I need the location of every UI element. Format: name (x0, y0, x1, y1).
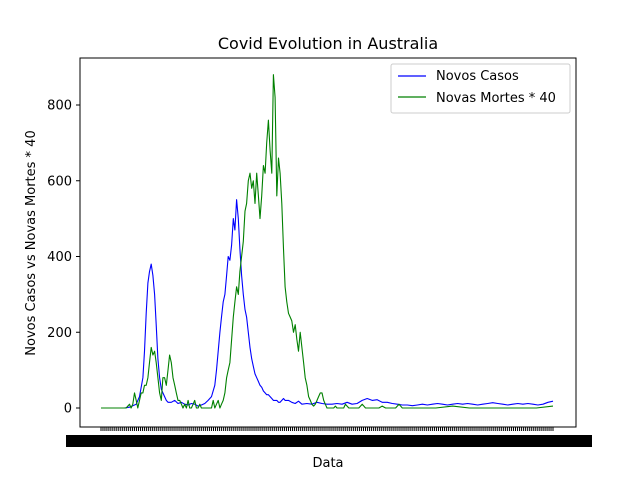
series-line-novas-mortes (101, 74, 554, 409)
y-tick-label: 200 (47, 326, 72, 341)
y-axis-label: Novos Casos vs Novas Mortes * 40 (24, 130, 39, 355)
x-ticks (100, 427, 554, 431)
y-tick-label: 800 (47, 99, 72, 114)
legend: Novos Casos Novas Mortes * 40 (390, 63, 571, 114)
legend-box (390, 63, 571, 114)
legend-label-novos-casos: Novos Casos (436, 69, 519, 84)
y-tick-label: 400 (47, 250, 72, 265)
y-tick-label: 600 (47, 174, 72, 189)
legend-label-novas-mortes: Novas Mortes * 40 (436, 91, 556, 106)
x-axis-label: Data (312, 456, 343, 471)
x-tick-labels-overlap (66, 435, 592, 447)
plot-frame (79, 57, 577, 428)
series-line-novos-casos (101, 199, 554, 409)
y-tick-label: 0 (64, 402, 72, 417)
chart-title: Covid Evolution in Australia (218, 34, 438, 53)
plot-area: 0 200 400 600 800 (47, 74, 592, 447)
